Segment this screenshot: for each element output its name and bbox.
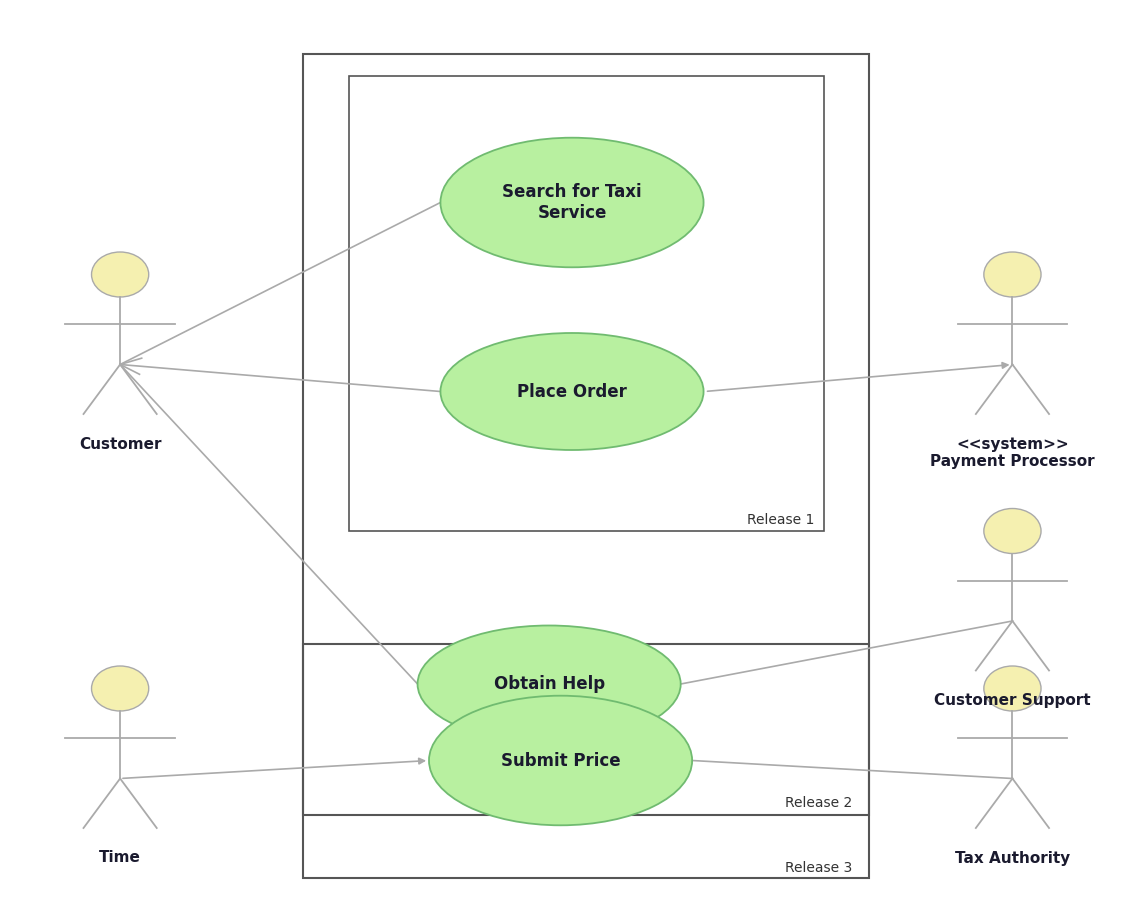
Circle shape [92, 666, 149, 711]
Circle shape [984, 252, 1041, 297]
Circle shape [92, 252, 149, 297]
Text: Submit Price: Submit Price [501, 752, 620, 770]
Text: Customer: Customer [79, 436, 161, 452]
Ellipse shape [440, 138, 704, 267]
Circle shape [984, 666, 1041, 711]
Text: <<system>>
Payment Processor: <<system>> Payment Processor [930, 436, 1095, 469]
Text: Obtain Help: Obtain Help [493, 675, 605, 693]
Circle shape [984, 508, 1041, 554]
Bar [303, 644, 869, 878]
Ellipse shape [429, 696, 692, 825]
Text: Time: Time [100, 850, 141, 866]
Text: Search for Taxi
Service: Search for Taxi Service [502, 183, 642, 222]
Text: Customer Support: Customer Support [935, 693, 1090, 708]
Text: Release 3: Release 3 [785, 860, 852, 875]
Text: Place Order: Place Order [517, 382, 627, 400]
Text: Tax Authority: Tax Authority [955, 850, 1070, 866]
Text: Release 1: Release 1 [747, 512, 815, 526]
Bar [303, 54, 869, 814]
Text: Release 2: Release 2 [785, 796, 852, 810]
Ellipse shape [418, 626, 681, 742]
Bar [349, 76, 824, 531]
Ellipse shape [440, 333, 704, 450]
